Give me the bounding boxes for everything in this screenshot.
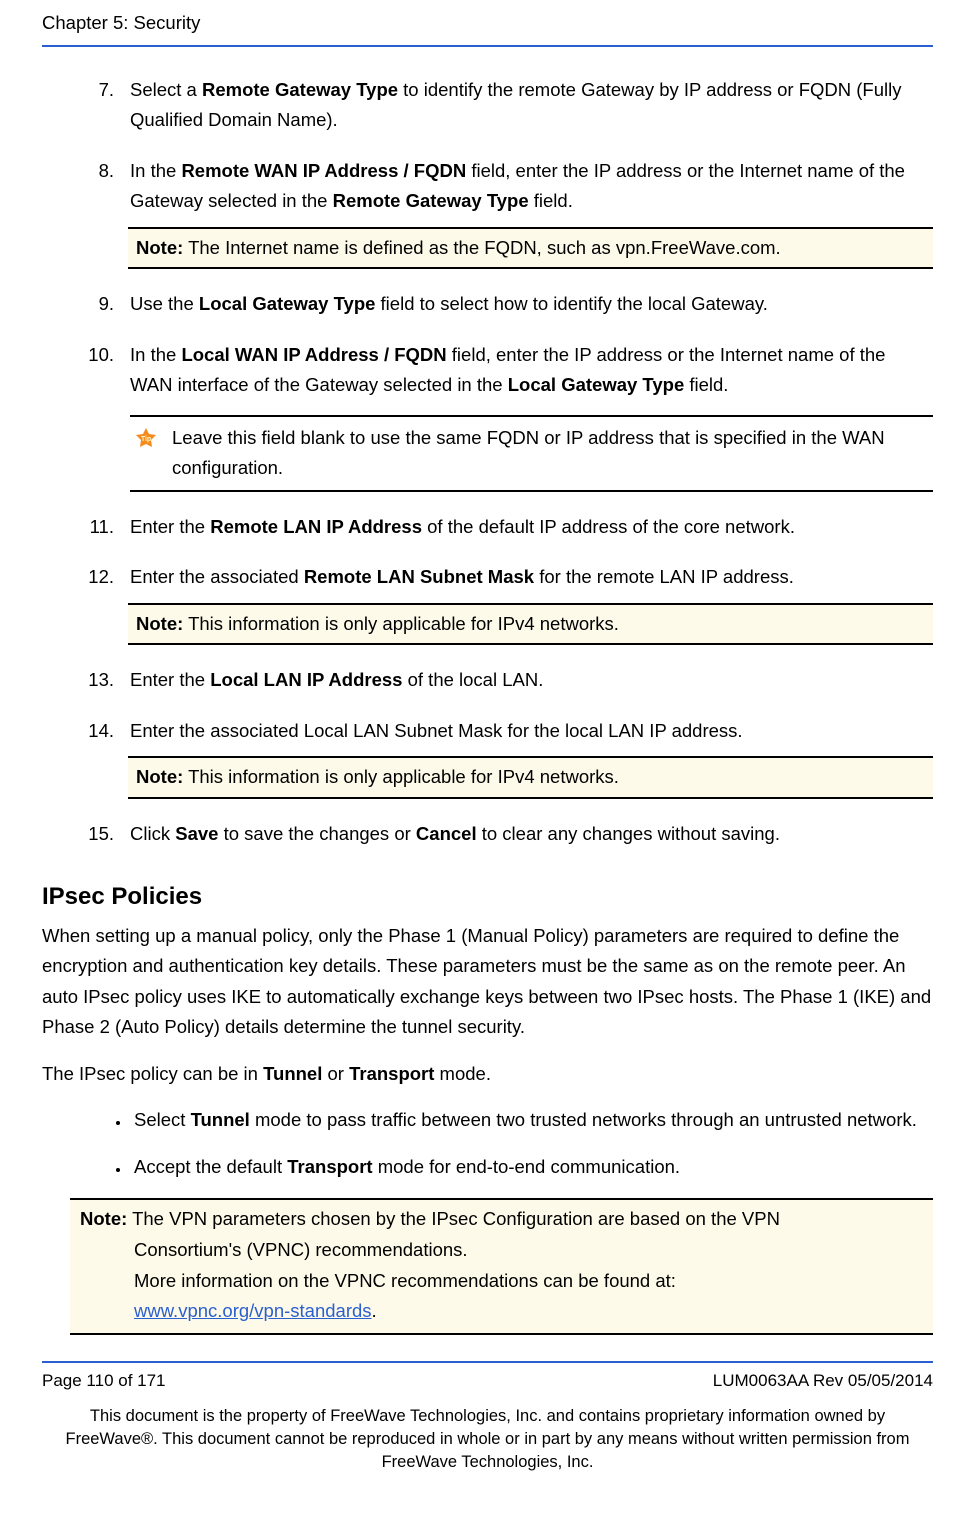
step-14: 14. Enter the associated Local LAN Subne… [102, 716, 933, 799]
tip-icon: Tip [134, 427, 158, 451]
note-box: Note: The Internet name is defined as th… [128, 227, 933, 270]
note-box: Note: This information is only applicabl… [128, 756, 933, 799]
note-text: This information is only applicable for … [183, 613, 619, 634]
note-label: Note: [136, 613, 183, 634]
chapter-header: Chapter 5: Security [42, 8, 933, 47]
step-number: 7. [74, 75, 114, 106]
legal-notice: This document is the property of FreeWav… [42, 1405, 933, 1474]
tip-text: Leave this field blank to use the same F… [172, 423, 929, 484]
svg-text:Tip: Tip [141, 436, 151, 443]
note-label: Note: [80, 1208, 127, 1229]
step-number: 12. [74, 562, 114, 593]
vpnc-link[interactable]: www.vpnc.org/vpn-standards [134, 1300, 372, 1321]
note-box: Note: This information is only applicabl… [128, 603, 933, 646]
step-text: Click Save to save the changes or Cancel… [130, 823, 780, 844]
bullet-tunnel: Select Tunnel mode to pass traffic betwe… [130, 1105, 933, 1136]
doc-revision: LUM0063AA Rev 05/05/2014 [713, 1367, 933, 1395]
note-label: Note: [136, 237, 183, 258]
step-text: Enter the associated Local LAN Subnet Ma… [130, 720, 743, 741]
step-number: 9. [74, 289, 114, 320]
note-text: The VPN parameters chosen by the IPsec C… [127, 1208, 780, 1229]
note-text: The Internet name is defined as the FQDN… [183, 237, 780, 258]
section-para-2: The IPsec policy can be in Tunnel or Tra… [42, 1059, 933, 1090]
bullet-list: Select Tunnel mode to pass traffic betwe… [42, 1105, 933, 1182]
step-text: In the Remote WAN IP Address / FQDN fiel… [130, 160, 905, 212]
note-label: Note: [136, 766, 183, 787]
step-number: 11. [74, 512, 114, 543]
step-number: 13. [74, 665, 114, 696]
tip-box: Tip Leave this field blank to use the sa… [130, 415, 933, 492]
step-text: Select a Remote Gateway Type to identify… [130, 79, 902, 131]
note-text: www.vpnc.org/vpn-standards. [80, 1296, 923, 1327]
note-box-vpnc: Note: The VPN parameters chosen by the I… [70, 1198, 933, 1334]
footer: Page 110 of 171 LUM0063AA Rev 05/05/2014… [42, 1361, 933, 1474]
note-text: More information on the VPNC recommendat… [80, 1266, 923, 1297]
note-text: This information is only applicable for … [183, 766, 619, 787]
step-text: Enter the associated Remote LAN Subnet M… [130, 566, 794, 587]
step-number: 15. [74, 819, 114, 850]
step-8: 8. In the Remote WAN IP Address / FQDN f… [102, 156, 933, 270]
step-number: 14. [74, 716, 114, 747]
step-9: 9. Use the Local Gateway Type field to s… [102, 289, 933, 320]
note-text: Consortium's (VPNC) recommendations. [80, 1235, 923, 1266]
step-text: Enter the Remote LAN IP Address of the d… [130, 516, 795, 537]
section-para-1: When setting up a manual policy, only th… [42, 921, 933, 1043]
step-15: 15. Click Save to save the changes or Ca… [102, 819, 933, 850]
step-number: 8. [74, 156, 114, 187]
step-12: 12. Enter the associated Remote LAN Subn… [102, 562, 933, 645]
step-10: 10. In the Local WAN IP Address / FQDN f… [102, 340, 933, 492]
step-13: 13. Enter the Local LAN IP Address of th… [102, 665, 933, 696]
step-number: 10. [74, 340, 114, 371]
step-text: In the Local WAN IP Address / FQDN field… [130, 344, 885, 396]
step-7: 7. Select a Remote Gateway Type to ident… [102, 75, 933, 136]
step-text: Use the Local Gateway Type field to sele… [130, 293, 768, 314]
bullet-transport: Accept the default Transport mode for en… [130, 1152, 933, 1183]
steps-list: 7. Select a Remote Gateway Type to ident… [42, 75, 933, 850]
page-number: Page 110 of 171 [42, 1367, 166, 1395]
step-11: 11. Enter the Remote LAN IP Address of t… [102, 512, 933, 543]
step-text: Enter the Local LAN IP Address of the lo… [130, 669, 543, 690]
section-title: IPsec Policies [42, 877, 933, 917]
